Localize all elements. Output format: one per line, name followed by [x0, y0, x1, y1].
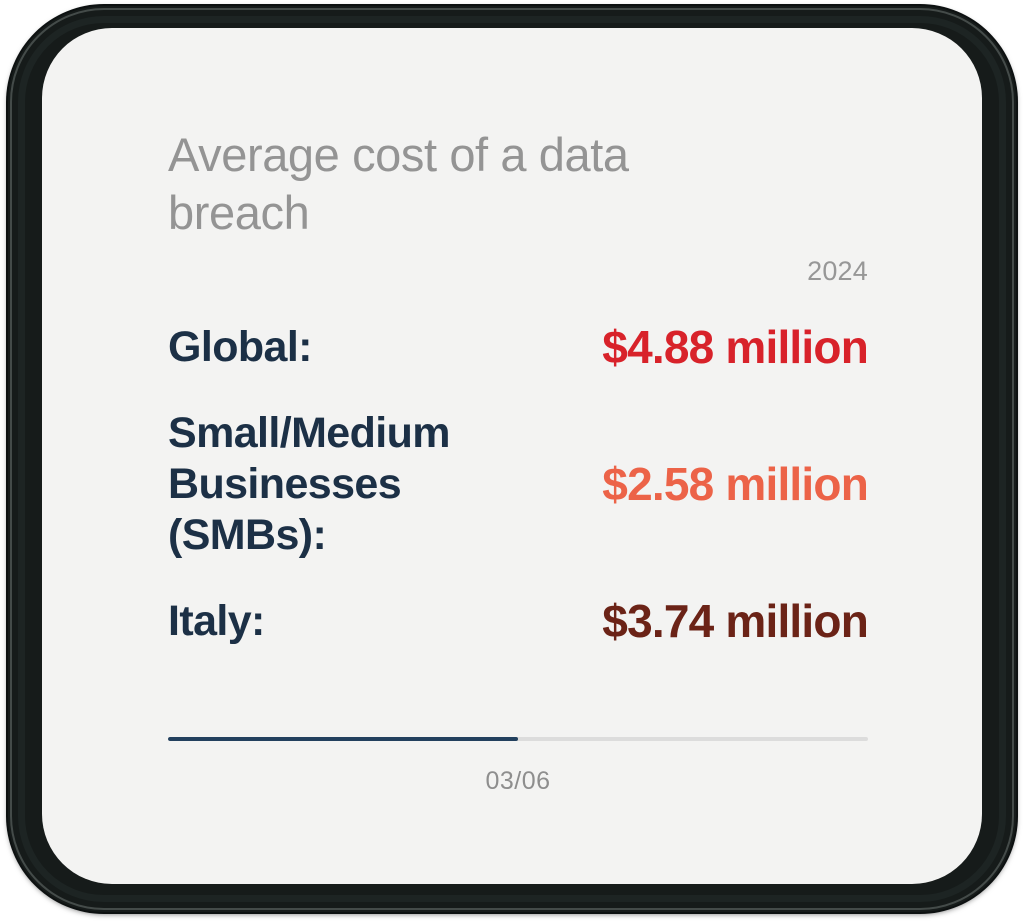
stat-value: $4.88 million: [602, 321, 869, 373]
stat-list: Global: $4.88 million Small/Medium Busin…: [168, 320, 869, 649]
pagination-area: 03/06: [168, 737, 868, 796]
year-label: 2024: [807, 256, 868, 286]
stat-value: $3.74 million: [602, 595, 869, 648]
device-frame: Average cost of a data breach 2024 Globa…: [8, 6, 1016, 912]
page-indicator: 03/06: [485, 767, 551, 795]
progress-bar-fill: [168, 737, 518, 741]
card-content: Average cost of a data breach 2024 Globa…: [168, 28, 869, 884]
progress-bar-track[interactable]: [168, 737, 868, 741]
stat-row-italy: Italy: $3.74 million: [168, 594, 869, 648]
stat-row-smbs: Small/Medium Businesses (SMBs): $2.58 mi…: [168, 408, 869, 560]
stat-row-global: Global: $4.88 million: [168, 320, 869, 374]
stat-label: Italy:: [168, 597, 265, 646]
stat-label: Global:: [168, 322, 313, 371]
stat-label: Small/Medium Businesses (SMBs):: [168, 409, 451, 559]
stat-card: Average cost of a data breach 2024 Globa…: [42, 28, 982, 884]
page-title: Average cost of a data breach: [168, 128, 629, 239]
stat-value: $2.58 million: [602, 458, 869, 511]
